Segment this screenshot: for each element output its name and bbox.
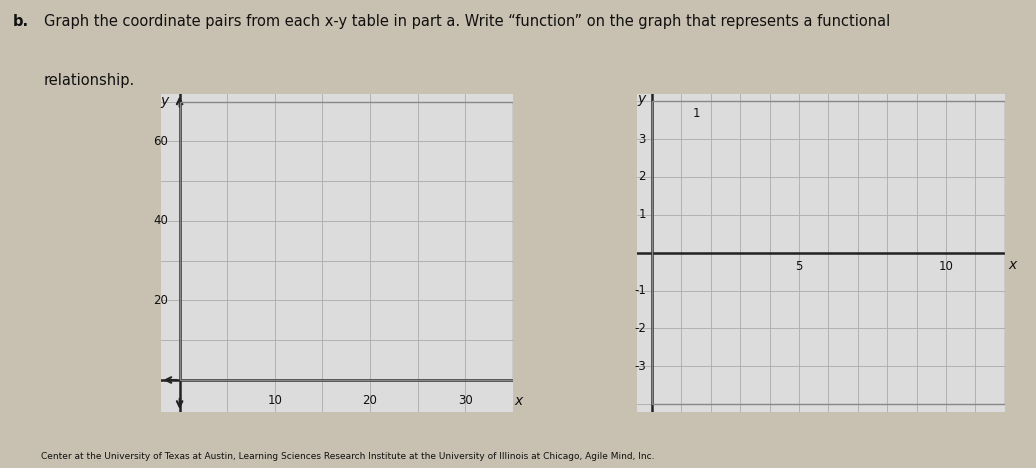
Text: Graph the coordinate pairs from each x-y table in part a. Write “function” on th: Graph the coordinate pairs from each x-y… [44, 14, 890, 29]
Text: 40: 40 [153, 214, 168, 227]
Text: 5: 5 [796, 260, 803, 272]
Text: 60: 60 [153, 135, 168, 148]
Text: relationship.: relationship. [44, 73, 135, 88]
Text: -2: -2 [634, 322, 646, 335]
Bar [179, 102, 513, 380]
Text: 20: 20 [153, 294, 168, 307]
Text: 10: 10 [267, 394, 282, 407]
Text: 1: 1 [638, 208, 646, 221]
Text: 30: 30 [458, 394, 472, 407]
Text: 10: 10 [939, 260, 953, 272]
Text: 3: 3 [638, 132, 646, 146]
Text: y: y [638, 92, 646, 106]
Text: -3: -3 [634, 360, 646, 373]
Text: 1: 1 [692, 107, 699, 120]
Text: 2: 2 [638, 170, 646, 183]
Text: -1: -1 [634, 284, 646, 297]
Text: 20: 20 [363, 394, 377, 407]
Text: b.: b. [12, 14, 29, 29]
Text: y: y [160, 94, 168, 108]
Text: x: x [1008, 258, 1016, 272]
Text: x: x [515, 394, 523, 408]
Text: Center at the University of Texas at Austin, Learning Sciences Research Institut: Center at the University of Texas at Aus… [41, 452, 655, 461]
